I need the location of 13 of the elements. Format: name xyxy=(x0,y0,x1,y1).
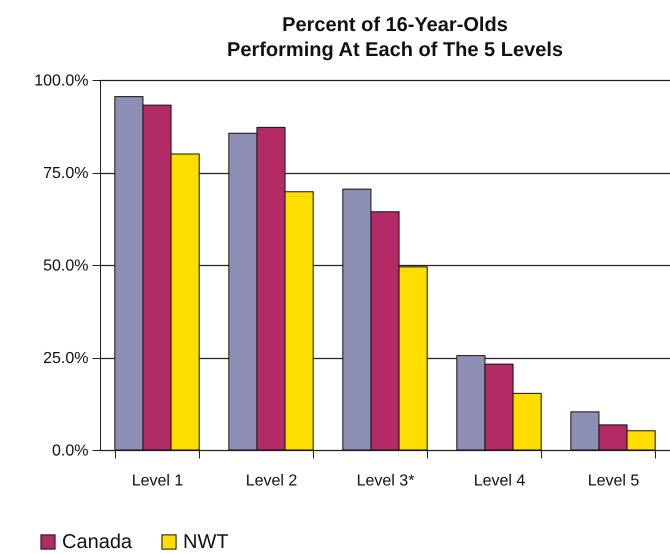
y-tick-label: 50.0% xyxy=(43,258,88,274)
x-tick-label: Level 4 xyxy=(474,472,526,490)
chart-title: Percent of 16-Year-Olds Performing At Each of The 5 Levels xyxy=(226,14,564,61)
y-tick-label: 100.0% xyxy=(34,72,88,90)
y-tick-label: 75.0% xyxy=(43,165,88,182)
y-tick-label: 0.0% xyxy=(52,442,88,460)
x-tick-label: Level 1 xyxy=(132,472,184,490)
x-tick-label: Level 5 xyxy=(588,472,640,490)
y-tick-label: 25.0% xyxy=(43,350,88,367)
legend-label: Canada xyxy=(62,531,133,553)
x-tick-label: Level 3* xyxy=(356,472,414,490)
x-tick-label: Level 2 xyxy=(246,472,298,490)
legend-label: NWT xyxy=(183,531,229,553)
